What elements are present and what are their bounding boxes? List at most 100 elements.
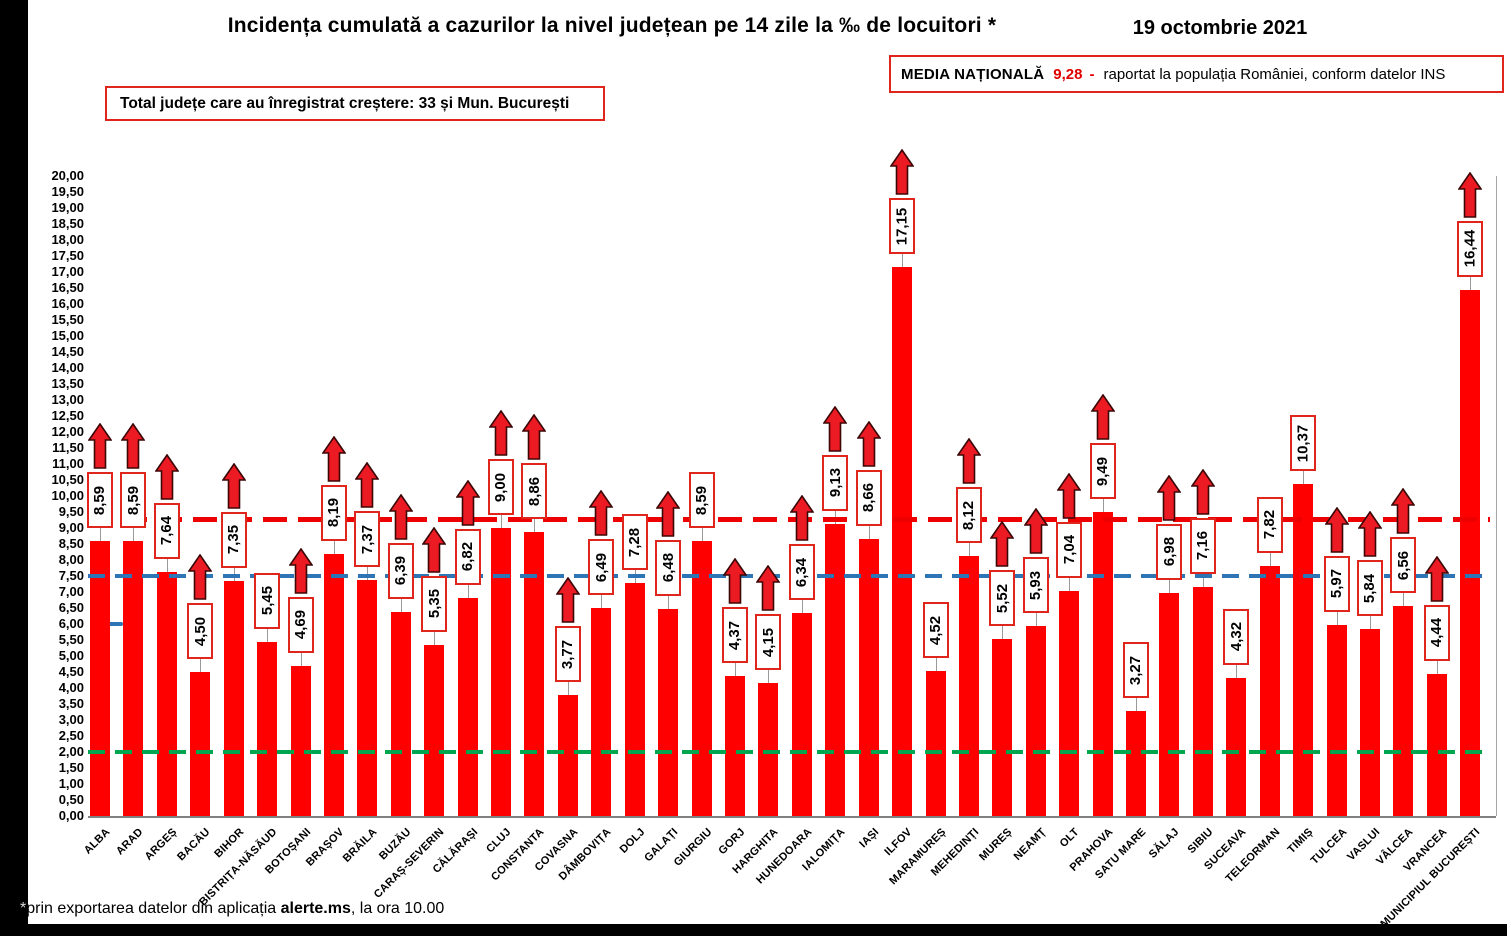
value-label-leader xyxy=(567,682,569,696)
y-axis-tick: 20,00 xyxy=(51,168,84,183)
value-label-text: 7,35 xyxy=(225,525,243,555)
left-black-border xyxy=(0,0,28,936)
y-axis-tick: 1,50 xyxy=(58,760,84,775)
increase-arrow-icon xyxy=(989,520,1015,568)
value-label-leader xyxy=(1470,276,1472,290)
bar-timi- xyxy=(1293,484,1314,816)
bar-giurgiu xyxy=(691,541,712,816)
y-axis-tick: 18,50 xyxy=(51,216,84,231)
value-label: 5,84 xyxy=(1356,560,1383,617)
bar-ilfov xyxy=(892,267,913,816)
y-axis-tick: 6,50 xyxy=(58,600,84,615)
value-label-text: 5,35 xyxy=(425,589,443,619)
value-label-leader xyxy=(300,652,302,666)
value-label: 7,37 xyxy=(354,511,381,568)
bar-olt xyxy=(1059,590,1080,816)
value-label: 6,98 xyxy=(1156,523,1183,580)
value-label: 6,34 xyxy=(788,544,815,601)
increase-arrow-icon xyxy=(1424,555,1450,602)
value-label-leader xyxy=(601,595,603,609)
y-axis-tick: 8,00 xyxy=(58,552,84,567)
value-label: 8,59 xyxy=(87,472,113,529)
value-label-leader xyxy=(1102,499,1104,513)
value-label-leader xyxy=(200,659,202,672)
value-label-text: 4,44 xyxy=(1428,618,1446,648)
bar-gorj xyxy=(724,676,745,816)
value-label: 6,48 xyxy=(655,539,682,596)
y-axis-tick: 10,50 xyxy=(51,472,84,487)
y-axis-tick: 4,00 xyxy=(58,680,84,695)
value-label-text: 16,44 xyxy=(1461,230,1479,268)
increase-arrow-icon xyxy=(187,553,213,600)
bar-maramure- xyxy=(925,671,946,816)
bar-hunedoara xyxy=(791,613,812,816)
value-label-text: 5,52 xyxy=(993,583,1011,613)
increase-arrow-icon xyxy=(588,489,614,537)
y-axis-tick: 0,00 xyxy=(58,808,84,823)
increase-arrow-icon xyxy=(1324,506,1350,553)
value-label: 9,13 xyxy=(822,454,849,511)
value-label-text: 9,13 xyxy=(826,468,844,498)
bar-mure- xyxy=(992,639,1013,816)
value-label: 8,59 xyxy=(688,472,715,529)
value-label: 6,39 xyxy=(387,542,414,599)
value-label: 8,66 xyxy=(855,469,882,526)
value-label-text: 17,15 xyxy=(893,207,911,245)
value-label-text: 6,56 xyxy=(1394,550,1412,580)
national-average-box: MEDIA NAȚIONALĂ 9,28 - raportat la popul… xyxy=(889,55,1504,93)
value-label: 5,93 xyxy=(1022,557,1049,614)
increase-arrow-icon xyxy=(287,547,314,594)
value-label-leader xyxy=(133,528,135,542)
value-label-leader xyxy=(1236,664,1238,678)
bar-br-ila xyxy=(357,580,378,816)
national-average-label: MEDIA NAȚIONALĂ xyxy=(901,65,1045,83)
increase-arrow-icon xyxy=(789,494,815,541)
bar-harghita xyxy=(758,683,779,816)
bar-suceava xyxy=(1226,677,1247,816)
increase-arrow-icon xyxy=(1390,487,1416,534)
y-axis-tick: 19,50 xyxy=(51,184,84,199)
bar-cluj xyxy=(491,528,512,816)
y-axis-tick: 0,50 xyxy=(58,792,84,807)
value-label-text: 8,86 xyxy=(525,476,543,507)
increase-arrow-icon xyxy=(87,422,113,469)
reference-line-media-nationala xyxy=(88,516,1490,522)
bar-sibiu xyxy=(1192,586,1213,816)
value-label-text: 4,37 xyxy=(726,620,744,650)
value-label: 7,64 xyxy=(153,502,180,559)
value-label-leader xyxy=(1369,616,1371,630)
bar-alba xyxy=(90,541,110,816)
increase-arrow-icon xyxy=(1023,507,1049,555)
footnote: *prin exportarea datelor din aplicația a… xyxy=(20,900,444,918)
y-axis-tick: 2,00 xyxy=(58,744,84,759)
bar-constanta xyxy=(524,532,545,816)
value-label-text: 6,34 xyxy=(793,557,811,587)
y-axis-tick: 10,00 xyxy=(51,488,84,503)
value-label-text: 8,19 xyxy=(325,498,343,528)
y-axis-tick: 11,50 xyxy=(52,440,84,455)
increase-arrow-icon xyxy=(856,420,882,467)
value-label-text: 6,49 xyxy=(592,552,610,582)
value-label-leader xyxy=(935,658,937,672)
value-label: 7,28 xyxy=(621,514,648,571)
y-axis-tick: 5,00 xyxy=(58,648,84,663)
footnote-suffix: , la ora 10.00 xyxy=(350,900,445,917)
value-label: 7,82 xyxy=(1256,496,1283,553)
value-label-text: 9,00 xyxy=(492,472,510,502)
y-axis-tick: 19,00 xyxy=(51,200,84,215)
bar-ia-i xyxy=(858,538,879,816)
value-label-text: 4,15 xyxy=(759,627,777,657)
value-label-leader xyxy=(801,600,803,614)
value-label-text: 4,69 xyxy=(292,610,310,640)
y-axis-tick: 11,00 xyxy=(52,456,84,471)
value-label-text: 8,12 xyxy=(960,500,978,530)
value-label-leader xyxy=(467,584,469,598)
bar-teleorman xyxy=(1259,565,1280,816)
value-label-text: 7,37 xyxy=(358,524,376,554)
national-average-dash: - xyxy=(1089,65,1095,83)
value-label-text: 8,59 xyxy=(124,485,142,515)
value-label: 5,45 xyxy=(254,572,281,629)
bar-s-laj xyxy=(1159,592,1180,816)
increase-arrow-icon xyxy=(221,462,247,509)
